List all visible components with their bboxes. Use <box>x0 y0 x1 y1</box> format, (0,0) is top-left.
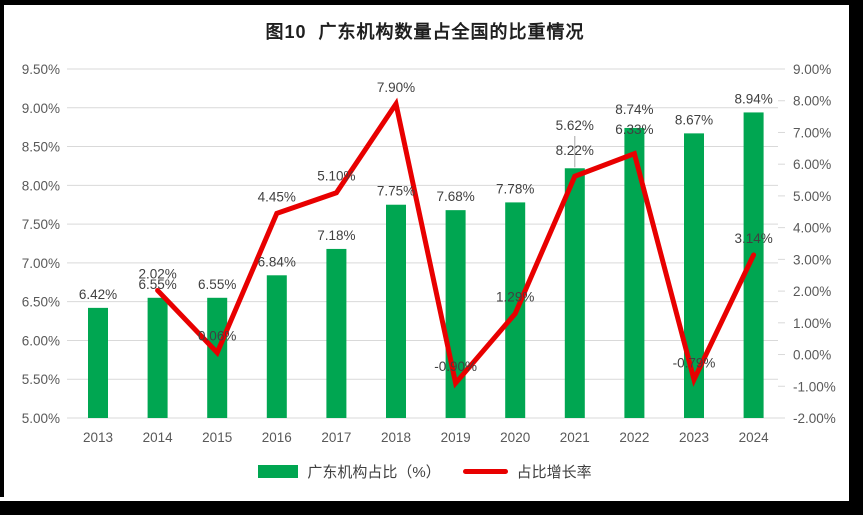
right-axis-tick-label: 8.00% <box>793 94 831 109</box>
left-axis-tick-label: 5.50% <box>22 372 60 387</box>
left-axis-tick-label: 7.00% <box>22 256 60 271</box>
bar-data-label: 6.42% <box>79 287 117 302</box>
bar-data-label: 7.75% <box>377 184 415 199</box>
border-strip-left <box>0 0 4 497</box>
x-axis-label: 2016 <box>262 430 292 445</box>
legend-bar-swatch <box>258 465 299 478</box>
border-strip-bottom <box>0 501 863 515</box>
chart-legend: 广东机构占比（%） 占比增长率 <box>0 461 850 482</box>
line-data-label: 5.62% <box>556 118 594 133</box>
left-axis-tick-label: 9.00% <box>22 101 60 116</box>
line-data-label: 5.10% <box>317 169 355 184</box>
left-axis-tick-label: 7.50% <box>22 217 60 232</box>
bar-data-label: 6.55% <box>138 277 176 292</box>
x-axis-label: 2021 <box>560 430 590 445</box>
line-data-label: 2.02% <box>138 266 176 281</box>
bar-data-label: 7.78% <box>496 181 534 196</box>
left-axis-tick-label: 9.50% <box>22 62 60 77</box>
bar-data-label: 7.18% <box>317 228 355 243</box>
x-axis-label: 2024 <box>739 430 770 445</box>
x-axis-label: 2019 <box>441 430 471 445</box>
left-axis-tick-label: 6.00% <box>22 333 60 348</box>
right-axis-tick-label: -2.00% <box>793 411 836 426</box>
right-axis-tick-label: 3.00% <box>793 252 831 267</box>
bar-data-label: 8.67% <box>675 112 713 127</box>
right-axis-tick-label: 6.00% <box>793 157 831 172</box>
line-data-label: 1.29% <box>496 290 534 305</box>
border-strip-right <box>849 0 863 515</box>
x-axis-label: 2013 <box>83 430 113 445</box>
line-data-label: 0.06% <box>198 329 236 344</box>
line-data-label: 6.33% <box>615 122 653 137</box>
left-axis-tick-label: 8.00% <box>22 178 60 193</box>
right-axis-tick-label: 4.00% <box>793 221 831 236</box>
bar-2014 <box>147 297 168 418</box>
border-strip-top <box>0 0 863 5</box>
bar-2018 <box>386 204 406 418</box>
line-data-label: 4.45% <box>258 189 296 204</box>
right-axis-tick-label: 1.00% <box>793 316 831 331</box>
right-axis-tick-label: 5.00% <box>793 189 831 204</box>
right-axis-tick-label: 9.00% <box>793 62 831 77</box>
right-axis-tick-label: -1.00% <box>793 379 836 394</box>
bar-2022 <box>624 127 645 418</box>
bar-2015 <box>207 297 228 418</box>
x-axis-label: 2020 <box>500 430 530 445</box>
bar-2021 <box>564 168 585 418</box>
bar-data-label: 6.84% <box>258 254 296 269</box>
x-axis-label: 2014 <box>143 430 174 445</box>
left-axis-tick-label: 8.50% <box>22 140 60 155</box>
growth-rate-line <box>155 97 757 389</box>
bar-data-label: 6.55% <box>198 277 236 292</box>
bar-2024 <box>743 112 764 418</box>
x-axis-label: 2022 <box>619 430 649 445</box>
bar-2017 <box>326 248 347 418</box>
bar-2016 <box>266 275 287 418</box>
line-data-label: -0.90% <box>434 359 477 374</box>
legend-bar-label: 广东机构占比（%） <box>307 464 441 481</box>
bar-2023 <box>684 133 704 419</box>
bar-data-label: 8.22% <box>556 143 594 158</box>
line-data-label: 3.14% <box>734 231 772 246</box>
x-axis-label: 2023 <box>679 430 709 445</box>
chart-title: 图10 广东机构数量占全国的比重情况 <box>265 22 585 42</box>
left-axis-tick-label: 5.00% <box>22 411 60 426</box>
right-axis-tick-label: 0.00% <box>793 348 831 363</box>
bar-data-label: 7.68% <box>436 189 474 204</box>
x-axis-label: 2018 <box>381 430 411 445</box>
x-axis-label: 2017 <box>321 430 351 445</box>
bar-2013 <box>88 307 108 418</box>
x-axis-label: 2015 <box>202 430 232 445</box>
legend-line-swatch <box>462 469 508 474</box>
right-axis-tick-label: 2.00% <box>793 284 831 299</box>
bar-data-label: 8.74% <box>615 102 653 117</box>
left-axis-tick-label: 6.50% <box>22 295 60 310</box>
right-axis-tick-label: 7.00% <box>793 125 831 140</box>
line-data-label: 7.90% <box>377 80 415 95</box>
legend-line-label: 占比增长率 <box>516 464 592 481</box>
line-data-label: -0.79% <box>673 356 716 371</box>
bar-data-label: 8.94% <box>734 91 772 106</box>
